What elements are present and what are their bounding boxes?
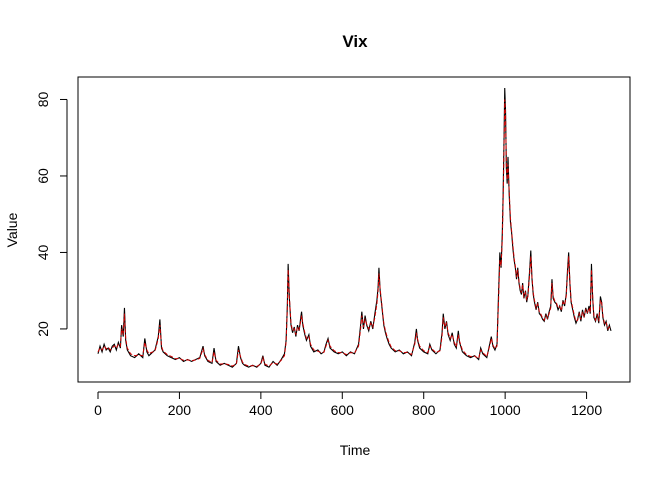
y-axis-label: Value bbox=[4, 212, 20, 247]
x-tick-label: 0 bbox=[94, 402, 102, 418]
x-tick-label: 400 bbox=[249, 402, 273, 418]
y-tick-label: 20 bbox=[35, 321, 51, 337]
x-axis: 0 200 400 600 800 1000 1200 bbox=[94, 391, 602, 418]
y-tick-label: 40 bbox=[35, 244, 51, 260]
x-tick-label: 600 bbox=[331, 402, 355, 418]
y-tick-label: 60 bbox=[35, 168, 51, 184]
y-axis: 20 40 60 80 bbox=[35, 91, 68, 337]
x-tick-label: 800 bbox=[412, 402, 436, 418]
x-tick-label: 200 bbox=[168, 402, 192, 418]
y-tick-label: 80 bbox=[35, 91, 51, 107]
series-line-1 bbox=[97, 99, 612, 367]
x-tick-label: 1200 bbox=[571, 402, 602, 418]
plot-frame bbox=[77, 76, 631, 383]
series-layer bbox=[97, 87, 612, 368]
x-tick-label: 1000 bbox=[490, 402, 521, 418]
chart-title: Vix bbox=[342, 32, 368, 51]
series-line-0 bbox=[97, 87, 612, 368]
x-axis-label: Time bbox=[340, 442, 371, 458]
